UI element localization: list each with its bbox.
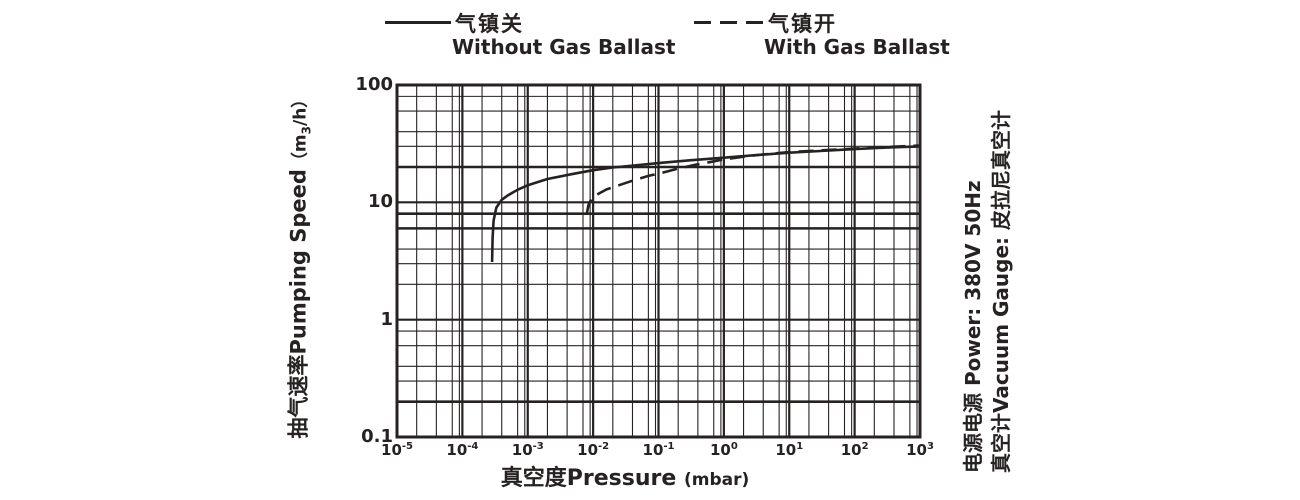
x-axis-title-en: Pressure bbox=[566, 466, 677, 491]
side-notes: 电源电源 Power: 380V 50Hz 真空计Vacuum Gauge: 皮… bbox=[959, 43, 1015, 473]
y-axis-unit-sub: 3 bbox=[299, 126, 314, 135]
legend-label-with-gas-ballast-en: With Gas Ballast bbox=[764, 35, 950, 59]
legend-dashed-line-sample bbox=[694, 21, 766, 24]
legend-label-with-gas-ballast-zh: 气镇开 bbox=[768, 12, 837, 36]
y-tick-label: 100 bbox=[355, 74, 393, 95]
vacuum-gauge-note: 真空计Vacuum Gauge: 皮拉尼真空计 bbox=[989, 109, 1013, 473]
x-tick-label: 102 bbox=[840, 441, 869, 459]
legend-label-without-gas-ballast-zh: 气镇关 bbox=[455, 12, 524, 36]
y-axis-title-en: Pumping Speed bbox=[286, 169, 311, 355]
y-tick-label: 1 bbox=[380, 308, 393, 330]
x-tick-label: 103 bbox=[906, 441, 934, 459]
x-tick-label: 100 bbox=[709, 441, 738, 459]
x-axis-title-zh: 真空度 bbox=[500, 466, 567, 491]
x-tick-label: 10-1 bbox=[642, 441, 675, 459]
x-tick-label: 10-3 bbox=[511, 441, 544, 459]
legend-solid-line-sample bbox=[385, 21, 451, 24]
x-axis-unit: (mbar) bbox=[683, 470, 750, 490]
curve-dashed bbox=[585, 144, 921, 214]
x-tick-label: 10-2 bbox=[577, 441, 610, 459]
curve-solid bbox=[490, 145, 921, 263]
y-tick-label: 10 bbox=[367, 191, 393, 213]
y-tick-label: 0.1 bbox=[361, 426, 393, 447]
power-spec-note: 电源电源 Power: 380V 50Hz bbox=[961, 180, 985, 473]
legend-label-without-gas-ballast-en: Without Gas Ballast bbox=[452, 35, 676, 59]
x-tick-label: 10-5 bbox=[381, 441, 413, 459]
y-axis-title-zh: 抽气速率 bbox=[286, 354, 311, 439]
y-axis-unit-pre: （m bbox=[290, 134, 311, 170]
x-tick-label: 101 bbox=[775, 441, 804, 459]
x-tick-label: 10-4 bbox=[446, 441, 479, 459]
x-axis-title: 真空度Pressure (mbar) bbox=[445, 460, 805, 492]
y-axis-unit-post: /h） bbox=[290, 90, 311, 126]
y-axis-title: 抽气速率Pumping Speed（m3/h） bbox=[282, 79, 313, 451]
